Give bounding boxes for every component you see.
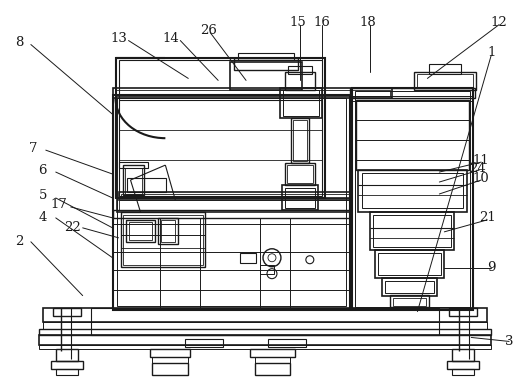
Text: 11: 11	[473, 153, 490, 167]
Bar	[369, 212, 454, 250]
Bar	[358, 170, 467, 212]
Bar	[255, 363, 290, 375]
Bar	[356, 100, 469, 170]
Bar	[418, 74, 473, 88]
Text: 6: 6	[39, 164, 47, 177]
Bar	[53, 308, 81, 316]
Bar	[43, 308, 487, 322]
Bar	[186, 339, 223, 347]
Bar	[234, 59, 298, 70]
Bar	[414, 73, 476, 90]
Bar	[250, 349, 295, 357]
Text: 5: 5	[39, 189, 47, 203]
Bar	[287, 165, 313, 183]
Bar	[382, 278, 437, 296]
Bar	[158, 218, 178, 244]
Bar	[373, 215, 452, 247]
Bar	[350, 88, 475, 98]
Bar	[112, 88, 392, 98]
Bar	[127, 178, 166, 192]
Bar	[120, 212, 205, 267]
Bar	[43, 322, 487, 330]
Text: 16: 16	[313, 16, 330, 29]
Bar	[91, 308, 439, 335]
Bar	[161, 220, 175, 242]
Bar	[268, 339, 306, 347]
Text: 8: 8	[15, 36, 23, 49]
Bar	[282, 185, 318, 210]
Text: 3: 3	[505, 335, 514, 348]
Bar	[293, 120, 307, 161]
Bar	[39, 330, 491, 335]
Bar	[112, 218, 350, 224]
Bar	[352, 96, 473, 101]
Bar	[280, 88, 322, 118]
Bar	[283, 90, 319, 116]
Bar	[117, 98, 346, 305]
Text: 24: 24	[469, 161, 485, 175]
Bar	[112, 210, 350, 218]
Bar	[238, 53, 294, 60]
Bar	[39, 335, 491, 345]
Bar	[447, 361, 479, 369]
Bar	[260, 265, 274, 274]
Bar	[361, 173, 463, 208]
Bar	[126, 220, 155, 242]
Bar	[285, 188, 315, 208]
Bar	[449, 308, 477, 316]
Bar	[39, 345, 491, 349]
Bar	[153, 363, 188, 375]
Text: 10: 10	[473, 172, 490, 184]
Bar	[51, 361, 83, 369]
Text: 13: 13	[110, 32, 127, 45]
Text: 22: 22	[64, 222, 81, 234]
Bar	[122, 215, 203, 265]
Bar	[112, 95, 350, 310]
Bar	[56, 349, 78, 361]
Text: 9: 9	[487, 261, 496, 274]
Bar	[240, 253, 256, 263]
Bar	[120, 194, 350, 198]
Bar	[393, 297, 427, 305]
Bar	[119, 60, 322, 196]
Bar	[116, 59, 325, 198]
Text: 26: 26	[200, 24, 217, 37]
Bar	[117, 198, 352, 212]
Bar	[153, 357, 188, 363]
Bar	[128, 222, 153, 240]
Bar	[385, 280, 435, 293]
Text: 21: 21	[479, 211, 496, 225]
Bar	[377, 253, 441, 275]
Text: 4: 4	[39, 211, 47, 225]
Text: 2: 2	[15, 235, 23, 248]
Bar	[291, 118, 309, 163]
Text: 15: 15	[289, 16, 306, 29]
Bar	[230, 62, 302, 90]
Bar	[375, 250, 444, 278]
Bar	[429, 65, 461, 74]
Bar	[119, 200, 350, 210]
Bar	[452, 349, 474, 361]
Text: 14: 14	[162, 32, 179, 45]
Bar	[285, 73, 315, 90]
Bar	[122, 165, 145, 195]
Bar	[390, 294, 429, 307]
Bar	[452, 369, 474, 375]
Bar	[285, 163, 315, 185]
Bar	[119, 162, 148, 168]
Text: 7: 7	[29, 142, 37, 155]
Bar	[119, 192, 352, 200]
Text: 18: 18	[359, 16, 376, 29]
Text: 1: 1	[487, 46, 496, 59]
Bar	[288, 67, 312, 74]
Bar	[114, 90, 390, 96]
Bar	[151, 349, 190, 357]
Text: 12: 12	[491, 16, 508, 29]
Bar	[56, 369, 78, 375]
Bar	[125, 168, 143, 194]
Bar	[355, 91, 470, 307]
Bar	[255, 357, 290, 363]
Bar	[352, 88, 473, 310]
Text: 17: 17	[50, 198, 67, 211]
